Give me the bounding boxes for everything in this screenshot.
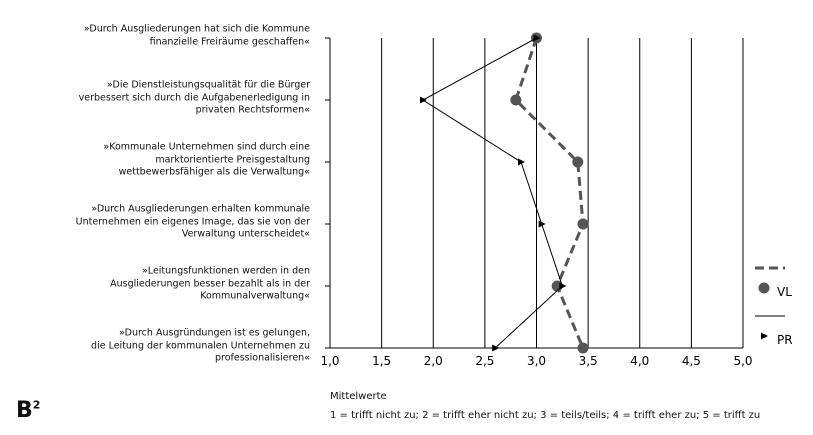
- point: [492, 344, 500, 352]
- logo-sup: 2: [32, 398, 41, 412]
- x-tick-label: 3,5: [579, 354, 598, 368]
- logo: B2: [16, 398, 40, 423]
- x-tick-label: 5,0: [733, 354, 752, 368]
- x-tick-label: 3,0: [527, 354, 546, 368]
- x-tick-label: 2,0: [424, 354, 443, 368]
- category-label: »Durch Ausgründungen ist es gelungen, di…: [91, 327, 310, 364]
- point: [533, 34, 541, 42]
- category-label: »Leitungsfunktionen werden in den Ausgli…: [110, 265, 310, 302]
- x-tick-label: 1,5: [372, 354, 391, 368]
- point: [419, 96, 427, 104]
- point: [510, 94, 522, 106]
- logo-text: B: [16, 398, 33, 423]
- legend-label: PR: [777, 333, 793, 347]
- note: 1 = trifft nicht zu; 2 = trifft eher nic…: [330, 410, 761, 421]
- category-label: »Durch Ausgliederungen hat sich die Komm…: [83, 23, 310, 48]
- category-label: »Durch Ausgliederungen erhalten kommunal…: [75, 203, 310, 240]
- x-tick-label: 2,5: [475, 354, 494, 368]
- x-axis-label: Mittelwerte: [330, 391, 387, 402]
- x-tick-label: 1,0: [320, 354, 339, 368]
- x-tick-label: 4,0: [630, 354, 649, 368]
- point: [572, 156, 584, 168]
- point: [577, 218, 589, 230]
- category-label: »Kommunale Unternehmen sind durch eine m…: [103, 141, 310, 178]
- point: [538, 220, 546, 228]
- point: [761, 332, 768, 340]
- series-line: [514, 37, 585, 349]
- point: [577, 342, 589, 354]
- x-tick-label: 4,5: [682, 354, 701, 368]
- point: [559, 282, 567, 290]
- category-label: »Die Dienstleistungsqualität für die Bür…: [78, 79, 310, 116]
- point: [518, 158, 526, 166]
- series-line: [421, 37, 563, 349]
- legend-label: VL: [777, 285, 792, 299]
- point: [758, 282, 770, 294]
